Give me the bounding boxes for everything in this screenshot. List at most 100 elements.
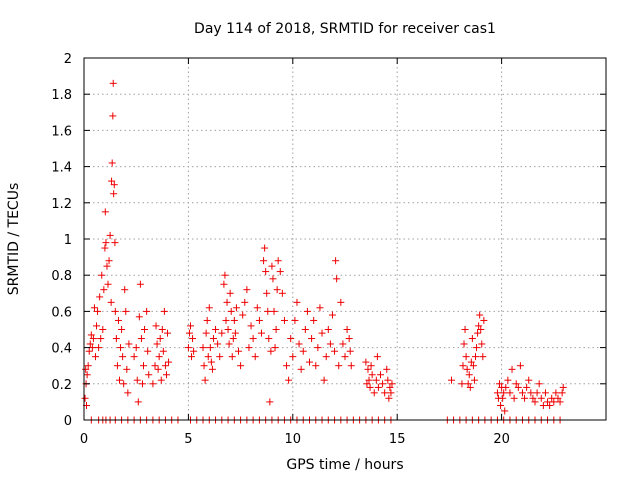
data-point: [132, 344, 140, 352]
data-point: [347, 362, 355, 370]
data-point: [541, 389, 549, 397]
data-point: [537, 394, 545, 402]
data-point: [152, 322, 160, 330]
data-point: [151, 362, 159, 370]
data-point: [501, 407, 509, 415]
data-point: [269, 275, 277, 283]
data-point: [115, 376, 123, 384]
data-point: [157, 376, 165, 384]
data-points: [81, 79, 567, 424]
data-point: [368, 371, 376, 379]
data-point: [476, 311, 484, 319]
data-point: [226, 289, 234, 297]
data-point: [221, 271, 229, 279]
data-point: [247, 322, 255, 330]
data-point: [459, 362, 467, 370]
data-point: [376, 371, 384, 379]
data-point: [138, 380, 146, 388]
data-point: [81, 394, 89, 402]
data-point: [243, 286, 251, 294]
data-point: [253, 304, 261, 312]
data-point: [521, 394, 529, 402]
data-point: [225, 340, 233, 348]
data-point: [320, 376, 328, 384]
data-point: [276, 268, 284, 276]
data-point: [209, 335, 217, 343]
data-point: [460, 340, 468, 348]
data-point: [87, 331, 95, 339]
data-point: [108, 177, 116, 185]
data-point: [91, 353, 99, 361]
data-point: [231, 329, 239, 337]
data-point: [504, 376, 512, 384]
data-point: [322, 353, 330, 361]
data-point: [98, 271, 106, 279]
data-point: [506, 389, 514, 397]
data-point: [518, 389, 526, 397]
y-tick-label: 0.2: [51, 378, 72, 393]
data-point: [103, 262, 111, 270]
data-point: [343, 326, 351, 333]
x-tick-label: 5: [184, 432, 192, 447]
data-point: [249, 335, 257, 343]
data-point: [223, 298, 231, 306]
data-point: [158, 326, 166, 333]
data-point: [185, 329, 193, 337]
data-point: [280, 316, 288, 324]
data-point: [365, 376, 373, 384]
data-point: [145, 371, 153, 379]
data-point: [88, 344, 96, 352]
data-point: [206, 344, 214, 352]
data-point: [186, 322, 194, 330]
data-point: [90, 304, 98, 312]
data-point: [201, 376, 209, 384]
data-point: [227, 307, 235, 315]
data-point: [94, 307, 102, 315]
x-tick-label: 0: [80, 432, 88, 447]
data-point: [262, 268, 270, 276]
data-point: [111, 307, 119, 315]
y-tick-label: 1.4: [51, 161, 72, 176]
data-point: [85, 347, 93, 355]
data-point: [493, 389, 501, 397]
data-point: [228, 353, 236, 361]
data-point: [140, 362, 148, 370]
data-point: [552, 389, 560, 397]
x-tick-label: 10: [285, 432, 302, 447]
data-point: [93, 322, 101, 330]
data-point: [470, 376, 478, 384]
data-point: [86, 340, 94, 348]
data-point: [346, 347, 354, 355]
data-point: [527, 389, 535, 397]
data-point: [306, 358, 314, 366]
data-point: [125, 340, 133, 348]
data-point: [287, 335, 295, 343]
data-point: [149, 380, 157, 388]
data-point: [143, 307, 151, 315]
data-point: [548, 394, 556, 402]
data-point: [285, 376, 293, 384]
data-point: [130, 353, 138, 361]
data-point: [272, 326, 280, 333]
data-point: [523, 383, 531, 391]
data-point: [118, 326, 126, 333]
data-point: [465, 371, 473, 379]
data-point: [373, 353, 381, 361]
data-point: [101, 208, 109, 216]
data-point: [462, 353, 470, 361]
data-point: [110, 181, 118, 189]
data-point: [274, 257, 282, 265]
data-point: [241, 298, 249, 306]
y-tick-label: 0.4: [51, 342, 72, 357]
data-point: [499, 394, 507, 402]
data-point: [82, 365, 90, 373]
data-point: [120, 380, 128, 388]
data-point: [546, 402, 554, 410]
data-point: [207, 358, 215, 366]
data-point: [370, 389, 378, 397]
data-point: [205, 304, 213, 312]
data-point: [271, 344, 279, 352]
data-point: [134, 398, 142, 406]
data-point: [458, 380, 466, 388]
